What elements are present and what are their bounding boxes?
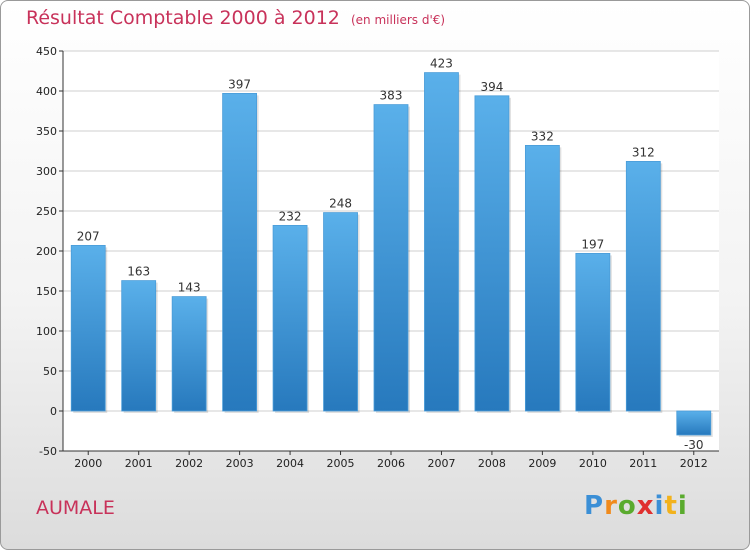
chart-subtitle: (en milliers d'€) <box>350 13 446 27</box>
data-label: 332 <box>531 129 554 143</box>
data-label: 248 <box>329 197 352 211</box>
x-tick-label: 2005 <box>327 457 355 470</box>
x-tick-label: 2010 <box>579 457 607 470</box>
bar <box>424 72 459 412</box>
y-tick-label: 450 <box>36 45 57 58</box>
y-tick-label: 0 <box>50 405 57 418</box>
data-label: 143 <box>178 281 201 295</box>
data-label: 312 <box>632 145 655 159</box>
chart-title: Résultat Comptable 2000 à 2012 <box>26 7 340 29</box>
bar <box>121 280 157 412</box>
data-label: 197 <box>581 237 604 251</box>
x-tick-label: 2008 <box>478 457 506 470</box>
x-tick-label: 2006 <box>377 457 405 470</box>
data-label: 207 <box>77 229 100 243</box>
data-label: -30 <box>684 438 704 452</box>
y-tick-label: 300 <box>36 165 57 178</box>
data-label: 383 <box>380 89 403 103</box>
commune-name: AUMALE <box>36 497 115 519</box>
x-tick-label: 2000 <box>74 457 102 470</box>
data-label: 397 <box>228 77 251 91</box>
x-tick-label: 2011 <box>629 457 657 470</box>
proxiti-logo: Proxiti <box>584 491 688 521</box>
data-label: 423 <box>430 57 453 71</box>
x-tick-label: 2007 <box>427 457 455 470</box>
y-tick-label: 250 <box>36 205 57 218</box>
bar <box>323 212 358 412</box>
x-tick-label: 2009 <box>528 457 556 470</box>
bar <box>171 296 207 412</box>
logo-letter: P <box>584 491 605 521</box>
x-tick-label: 2004 <box>276 457 304 470</box>
bar <box>625 160 661 412</box>
logo-letter: o <box>617 491 637 521</box>
chart-title-block: Résultat Comptable 2000 à 2012 (en milli… <box>26 7 445 29</box>
bar <box>272 224 308 412</box>
y-tick-label: -50 <box>39 445 57 458</box>
x-tick-label: 2002 <box>175 457 203 470</box>
y-tick-label: 200 <box>36 245 57 258</box>
data-label: 394 <box>480 80 503 94</box>
bar <box>222 93 258 412</box>
logo-letter: i <box>654 491 665 521</box>
bar <box>676 410 712 436</box>
x-tick-label: 2001 <box>125 457 153 470</box>
x-tick-label: 2012 <box>680 457 708 470</box>
logo-letter: r <box>604 491 618 521</box>
logo-letter: t <box>664 491 678 521</box>
y-tick-label: 350 <box>36 125 57 138</box>
y-tick-label: 100 <box>36 325 57 338</box>
y-tick-label: 50 <box>43 365 57 378</box>
y-tick-label: 400 <box>36 85 57 98</box>
bar <box>575 252 611 412</box>
bar <box>373 104 409 412</box>
bar <box>474 95 510 412</box>
logo-letter: i <box>677 491 688 521</box>
bar <box>524 144 560 412</box>
x-tick-label: 2003 <box>226 457 254 470</box>
bar <box>70 244 106 412</box>
logo-letter: x <box>636 491 655 521</box>
y-tick-label: 150 <box>36 285 57 298</box>
data-label: 232 <box>279 209 302 223</box>
data-label: 163 <box>127 265 150 279</box>
